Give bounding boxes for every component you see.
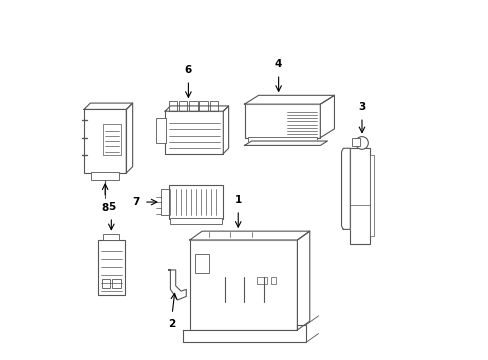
- Polygon shape: [341, 148, 349, 229]
- Polygon shape: [165, 106, 228, 111]
- Bar: [179, 101, 187, 111]
- Polygon shape: [84, 103, 132, 109]
- Bar: [165, 111, 223, 154]
- Bar: [170, 218, 221, 224]
- Bar: [270, 277, 276, 284]
- Bar: [256, 277, 267, 284]
- Bar: [189, 240, 297, 330]
- Text: 3: 3: [358, 102, 365, 112]
- Text: 4: 4: [274, 59, 282, 69]
- Bar: [103, 234, 119, 240]
- Bar: [98, 240, 124, 294]
- Bar: [244, 104, 320, 138]
- Polygon shape: [168, 270, 186, 300]
- Text: 5: 5: [107, 202, 115, 212]
- Polygon shape: [244, 95, 334, 104]
- Bar: [156, 118, 166, 143]
- Bar: [351, 138, 359, 147]
- Bar: [112, 279, 121, 288]
- Bar: [195, 254, 209, 274]
- Bar: [349, 148, 369, 243]
- Bar: [247, 137, 316, 145]
- Polygon shape: [223, 106, 228, 154]
- Bar: [102, 279, 110, 288]
- Polygon shape: [126, 103, 132, 173]
- Text: 8: 8: [102, 203, 108, 213]
- Text: 7: 7: [132, 197, 140, 207]
- Bar: [168, 185, 223, 219]
- Bar: [369, 155, 373, 237]
- Bar: [168, 101, 177, 111]
- Polygon shape: [183, 325, 305, 342]
- Bar: [84, 109, 126, 173]
- Bar: [189, 101, 197, 111]
- Bar: [91, 172, 119, 180]
- Bar: [161, 189, 169, 215]
- Polygon shape: [244, 141, 327, 145]
- Bar: [209, 101, 218, 111]
- Text: 1: 1: [234, 195, 242, 205]
- Circle shape: [355, 136, 367, 149]
- Polygon shape: [189, 231, 309, 240]
- Polygon shape: [297, 231, 309, 330]
- Bar: [199, 101, 207, 111]
- Bar: [103, 123, 121, 155]
- Text: 2: 2: [168, 319, 176, 329]
- Text: 6: 6: [184, 65, 192, 75]
- Polygon shape: [320, 95, 334, 138]
